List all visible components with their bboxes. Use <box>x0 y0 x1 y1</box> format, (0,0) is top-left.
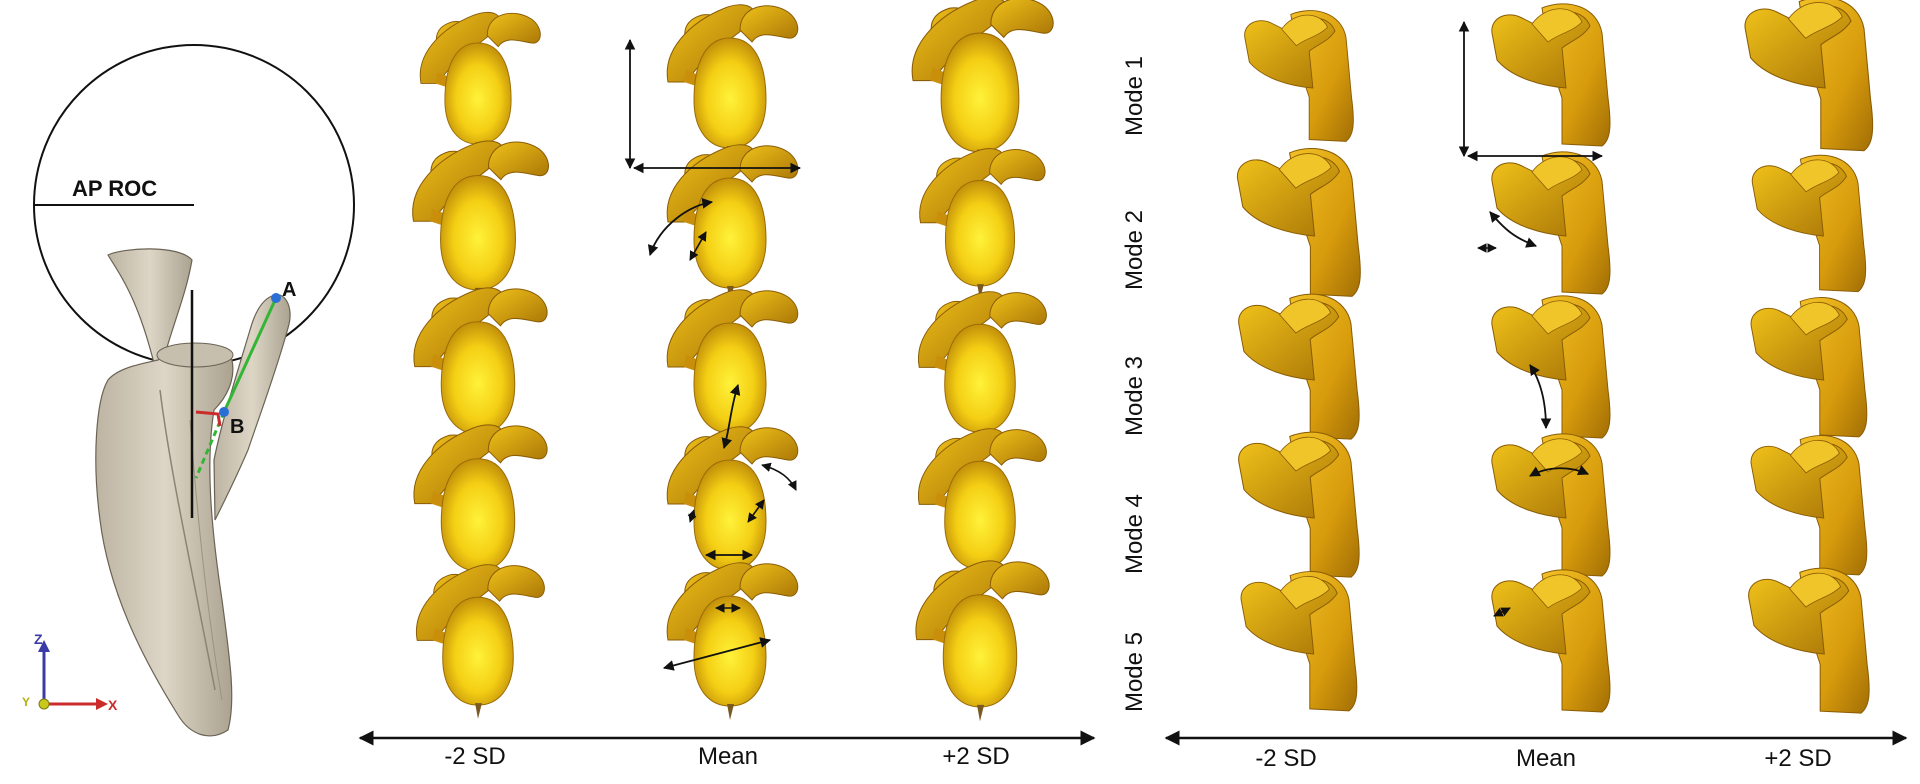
point-a-label: A <box>282 279 296 301</box>
side-mode2-curve-arrow <box>1489 211 1538 248</box>
mode-label-5: Mode 5 <box>1121 632 1148 712</box>
side-render-mode1-mean <box>1491 3 1611 147</box>
side-render-mode4-mean <box>1491 433 1611 577</box>
angle-marker <box>195 410 222 427</box>
front-render-mode1-plus2sd <box>911 0 1054 168</box>
side-render-mode3-mean <box>1491 295 1611 439</box>
front-render-mode4-mean <box>666 426 799 585</box>
mode-label-1: Mode 1 <box>1121 56 1148 136</box>
front-render-mode2-minus2sd <box>412 140 549 306</box>
point-b-marker <box>219 407 229 417</box>
right-panel: Mode 1 Mode 2 Mode 3 Mode 4 Mode 5 -2 SD… <box>1121 0 1908 772</box>
mode-label-2: Mode 2 <box>1121 210 1148 290</box>
side-grid <box>1236 0 1874 714</box>
middle-col-label-mean: Mean <box>698 743 758 770</box>
side-render-mode4-plus2sd <box>1750 435 1868 576</box>
front-grid <box>412 0 1054 722</box>
mode-label-4: Mode 4 <box>1121 494 1148 574</box>
mode5-mean-long-arrow <box>662 637 772 671</box>
axis-z-label: Z <box>34 631 43 647</box>
left-panel: AP ROC A B Z Y X <box>22 44 355 737</box>
side-render-mode5-mean <box>1491 569 1611 713</box>
axis-y-label: Y <box>22 695 30 709</box>
side-render-mode5-minus2sd <box>1240 571 1358 712</box>
middle-col-label-minus2sd: -2 SD <box>444 743 505 770</box>
scapula-bone <box>95 248 291 737</box>
middle-panel: -2 SD Mean +2 SD <box>358 0 1096 770</box>
front-render-mode5-minus2sd <box>415 564 545 720</box>
side-mode4-curve-arrow <box>1529 465 1589 477</box>
side-render-mode1-plus2sd <box>1744 0 1874 152</box>
side-render-mode2-minus2sd <box>1236 147 1361 297</box>
right-col-label-plus2sd: +2 SD <box>1764 745 1831 772</box>
front-render-mode3-mean <box>666 289 799 448</box>
front-render-mode3-minus2sd <box>413 287 548 449</box>
mode4-mean-diag-arrow <box>747 499 765 523</box>
mode2-mean-curve-arrow <box>647 197 714 257</box>
axis-x-label: X <box>108 697 118 713</box>
mode4-mean-top-arrow <box>761 462 797 491</box>
green-axis-solid <box>222 297 278 413</box>
front-render-mode1-minus2sd <box>419 11 541 158</box>
coordinate-axes: Z Y X <box>22 631 118 713</box>
front-render-mode4-plus2sd <box>917 428 1047 584</box>
side-render-mode3-minus2sd <box>1238 293 1360 440</box>
right-col-label-mean: Mean <box>1516 745 1576 772</box>
point-b-label: B <box>230 416 244 438</box>
front-render-mode2-plus2sd <box>919 148 1046 300</box>
mode2-mean-small-arrow <box>689 231 707 261</box>
mode4-mean-left-arrow <box>687 509 697 523</box>
side-render-mode2-plus2sd <box>1751 154 1867 293</box>
front-render-mode5-mean <box>666 562 799 721</box>
front-render-mode5-plus2sd <box>915 560 1050 722</box>
side-render-mode4-minus2sd <box>1238 431 1360 578</box>
front-render-mode1-mean <box>666 4 799 163</box>
front-render-mode3-plus2sd <box>917 291 1047 447</box>
mode3-mean-curve-arrow <box>721 383 741 450</box>
mode-label-3: Mode 3 <box>1121 356 1148 436</box>
front-render-mode4-minus2sd <box>413 424 548 586</box>
point-a-marker <box>271 293 281 303</box>
middle-col-label-plus2sd: +2 SD <box>942 743 1009 770</box>
side-render-mode2-mean <box>1491 151 1611 295</box>
side-mode5-small-arrow <box>1493 607 1511 617</box>
side-mode3-curve-arrow <box>1529 364 1552 430</box>
side-render-mode3-plus2sd <box>1750 297 1868 438</box>
right-col-label-minus2sd: -2 SD <box>1255 745 1316 772</box>
side-render-mode5-plus2sd <box>1748 567 1870 714</box>
roc-label: AP ROC <box>72 176 157 201</box>
side-render-mode1-minus2sd <box>1244 10 1354 142</box>
